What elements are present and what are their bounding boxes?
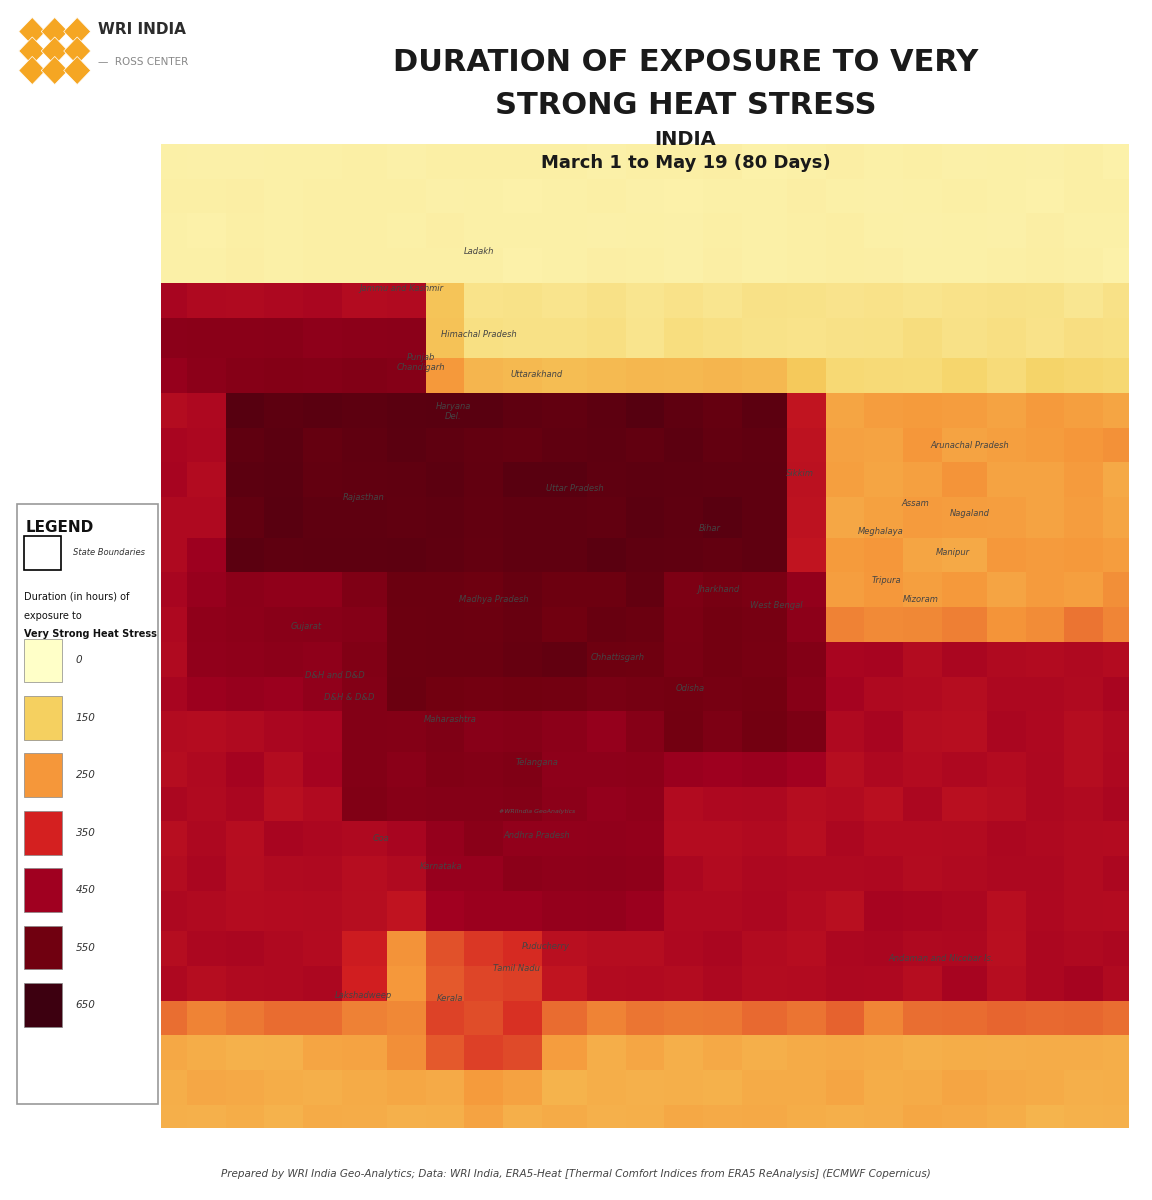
Text: Tamil Nadu: Tamil Nadu [493,964,540,972]
Text: Prepared by WRI India Geo-Analytics; Data: WRI India, ERA5-Heat [Thermal Comfort: Prepared by WRI India Geo-Analytics; Dat… [221,1169,931,1178]
Text: Duration (in hours) of: Duration (in hours) of [24,592,129,602]
Text: exposure to: exposure to [24,611,82,620]
Text: Lakshadweep: Lakshadweep [335,991,392,1001]
Text: Jharkhand: Jharkhand [698,586,740,594]
Text: Kerala: Kerala [437,995,463,1003]
Text: Haryana
Del.: Haryana Del. [435,402,471,421]
Bar [24,638,62,683]
Text: LEGEND: LEGEND [25,520,93,535]
Text: Nagaland: Nagaland [950,509,990,517]
Text: 550: 550 [76,942,96,953]
Text: Telangana: Telangana [515,757,559,767]
Text: Odisha: Odisha [675,684,705,692]
Text: Andhra Pradesh: Andhra Pradesh [503,832,570,840]
Text: Very Strong Heat Stress: Very Strong Heat Stress [24,629,157,640]
Text: D&H and D&D: D&H and D&D [305,672,364,680]
Text: INDIA: INDIA [654,130,717,149]
Bar [24,869,62,912]
Polygon shape [41,56,68,84]
Text: D&H & D&D: D&H & D&D [324,694,374,702]
Bar [24,983,62,1027]
Bar [24,811,62,854]
Text: Gujarat: Gujarat [290,623,321,631]
Text: Puducherry: Puducherry [522,942,569,952]
Text: West Bengal: West Bengal [750,601,803,610]
Text: 250: 250 [76,770,96,780]
Text: Himachal Pradesh: Himachal Pradesh [441,330,517,340]
Polygon shape [18,18,46,46]
Text: #WRIIndia GeoAnalytics: #WRIIndia GeoAnalytics [499,809,575,814]
Text: Arunachal Pradesh: Arunachal Pradesh [931,440,1009,450]
Text: Uttarakhand: Uttarakhand [510,370,563,379]
Text: Uttar Pradesh: Uttar Pradesh [546,484,604,493]
Text: Karnataka: Karnataka [420,862,463,871]
Text: Assam: Assam [901,499,929,509]
Text: 150: 150 [76,713,96,722]
Bar [24,754,62,797]
Text: WRI INDIA: WRI INDIA [98,23,185,37]
Text: Meghalaya: Meghalaya [858,527,903,536]
Text: STRONG HEAT STRESS: STRONG HEAT STRESS [494,91,877,120]
Polygon shape [63,56,91,84]
Text: Punjab
Chandigarh: Punjab Chandigarh [397,353,446,372]
Polygon shape [18,56,46,84]
Text: Bihar: Bihar [699,524,721,533]
Text: Madhya Pradesh: Madhya Pradesh [458,595,529,604]
Text: State Boundaries: State Boundaries [73,548,145,557]
Text: 350: 350 [76,828,96,838]
Polygon shape [41,37,68,65]
Text: Sikkim: Sikkim [786,468,813,478]
Text: 0: 0 [76,655,83,666]
FancyBboxPatch shape [17,504,158,1104]
Text: March 1 to May 19 (80 Days): March 1 to May 19 (80 Days) [540,154,831,172]
Polygon shape [63,18,91,46]
Text: Andaman and Nicobar Is.: Andaman and Nicobar Is. [888,954,994,964]
Text: Ladakh: Ladakh [464,247,494,256]
Text: 450: 450 [76,886,96,895]
Bar [24,535,61,570]
Text: Chhattisgarh: Chhattisgarh [591,653,645,662]
Text: 650: 650 [76,1000,96,1010]
Text: Mizoram: Mizoram [903,595,939,604]
Text: Jammu and Kashmir: Jammu and Kashmir [359,284,444,293]
Bar [24,925,62,970]
Text: Rajasthan: Rajasthan [342,493,385,502]
Polygon shape [63,37,91,65]
Polygon shape [41,18,68,46]
Text: DURATION OF EXPOSURE TO VERY: DURATION OF EXPOSURE TO VERY [393,48,978,77]
Text: Maharashtra: Maharashtra [424,714,477,724]
Text: —  ROSS CENTER: — ROSS CENTER [98,56,188,67]
Polygon shape [18,37,46,65]
Bar [24,696,62,739]
Text: Manipur: Manipur [935,548,970,558]
Text: Tripura: Tripura [872,576,901,586]
Text: Goa: Goa [372,834,389,844]
